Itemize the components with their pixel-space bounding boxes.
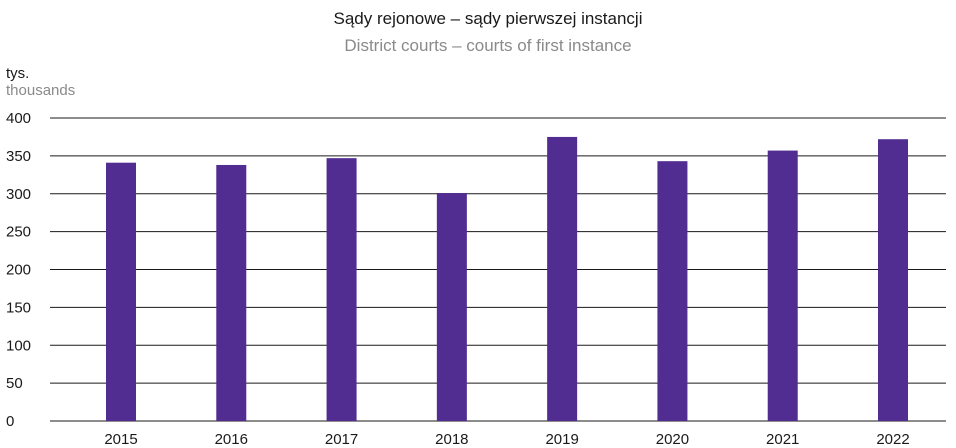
chart-title: Sądy rejonowe – sądy pierwszej instancji bbox=[334, 9, 643, 28]
bar-2021 bbox=[767, 150, 798, 421]
bar-2015 bbox=[106, 162, 136, 421]
x-tick-label: 2021 bbox=[766, 431, 799, 448]
y-tick-label: 0 bbox=[6, 413, 14, 430]
bar-2017 bbox=[326, 158, 357, 421]
bar-2016 bbox=[216, 164, 247, 421]
x-axis-ticks: 2015 2016 2017 2018 2019 2020 2021 2022 bbox=[104, 431, 909, 448]
y-axis-ticks: 0 50 100 150 200 250 300 350 400 bbox=[6, 110, 31, 430]
y-tick-label: 350 bbox=[6, 148, 31, 165]
bars bbox=[106, 136, 908, 422]
y-tick-label: 300 bbox=[6, 186, 31, 203]
bar-2022 bbox=[878, 139, 908, 421]
x-tick-label: 2022 bbox=[876, 431, 909, 448]
bar-2019 bbox=[547, 136, 578, 421]
bar-2020 bbox=[657, 161, 688, 422]
y-tick-label: 250 bbox=[6, 224, 31, 241]
gridlines bbox=[50, 117, 946, 422]
y-tick-label: 400 bbox=[6, 110, 31, 127]
y-tick-label: 50 bbox=[6, 375, 23, 392]
x-tick-label: 2015 bbox=[104, 431, 137, 448]
x-tick-label: 2017 bbox=[325, 431, 358, 448]
x-tick-label: 2019 bbox=[545, 431, 578, 448]
bar-2018 bbox=[436, 192, 467, 421]
y-axis-unit-label: tys. bbox=[6, 65, 29, 82]
x-tick-label: 2018 bbox=[435, 431, 468, 448]
chart-subtitle: District courts – courts of first instan… bbox=[344, 36, 631, 55]
y-tick-label: 100 bbox=[6, 337, 31, 354]
x-tick-label: 2020 bbox=[656, 431, 689, 448]
y-tick-label: 150 bbox=[6, 299, 31, 316]
y-axis-unit-label-english: thousands bbox=[6, 82, 75, 99]
x-tick-label: 2016 bbox=[215, 431, 248, 448]
y-tick-label: 200 bbox=[6, 262, 31, 279]
